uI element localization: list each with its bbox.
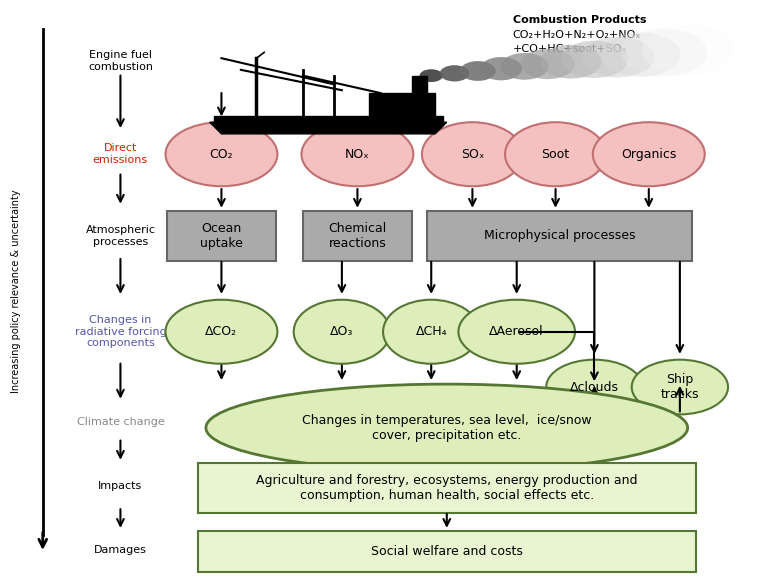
Ellipse shape (460, 61, 496, 81)
Ellipse shape (440, 65, 469, 81)
Ellipse shape (383, 300, 479, 364)
Ellipse shape (294, 300, 390, 364)
Text: ΔCH₄: ΔCH₄ (416, 325, 447, 338)
Text: +CO+HC+soot+SOₓ: +CO+HC+soot+SOₓ (513, 44, 628, 55)
Text: Chemical
reactions: Chemical reactions (329, 222, 386, 250)
Ellipse shape (420, 69, 443, 82)
Polygon shape (214, 116, 443, 122)
Text: Direct
emissions: Direct emissions (93, 143, 148, 165)
Text: Damages: Damages (94, 545, 147, 555)
Ellipse shape (541, 45, 601, 79)
Ellipse shape (546, 360, 643, 414)
Ellipse shape (642, 24, 733, 76)
Text: Changes in
radiative forcing
components: Changes in radiative forcing components (75, 315, 166, 349)
Text: Impacts: Impacts (99, 481, 142, 491)
Text: Agriculture and forestry, ecosystems, energy production and
consumption, human h: Agriculture and forestry, ecosystems, en… (256, 474, 637, 502)
Polygon shape (412, 76, 427, 93)
Text: ΔO₃: ΔO₃ (330, 325, 354, 338)
Ellipse shape (561, 41, 628, 78)
Ellipse shape (521, 49, 575, 79)
Ellipse shape (301, 122, 413, 186)
Ellipse shape (622, 29, 707, 76)
Ellipse shape (632, 360, 728, 414)
Ellipse shape (166, 122, 277, 186)
Text: Atmospheric
processes: Atmospheric processes (85, 225, 155, 247)
Text: Changes in temperatures, sea level,  ice/snow
cover, precipitation etc.: Changes in temperatures, sea level, ice/… (302, 414, 591, 442)
FancyBboxPatch shape (303, 211, 412, 261)
Text: Soot: Soot (542, 148, 570, 161)
Polygon shape (369, 93, 435, 116)
FancyBboxPatch shape (197, 463, 696, 513)
FancyBboxPatch shape (197, 531, 696, 573)
Text: Δclouds: Δclouds (570, 381, 619, 393)
Ellipse shape (505, 122, 606, 186)
Text: ΔAerosol: ΔAerosol (490, 325, 544, 338)
Text: Engine fuel
combustion: Engine fuel combustion (88, 50, 153, 72)
Text: Increasing policy relevance & uncertainty: Increasing policy relevance & uncertaint… (11, 189, 20, 393)
Text: Combustion Products: Combustion Products (513, 15, 646, 26)
Text: Social welfare and costs: Social welfare and costs (371, 545, 523, 558)
Text: CO₂+H₂O+N₂+O₂+NOₓ: CO₂+H₂O+N₂+O₂+NOₓ (513, 30, 641, 40)
Text: Organics: Organics (621, 148, 677, 161)
Ellipse shape (206, 384, 688, 471)
Text: CO₂: CO₂ (210, 148, 233, 161)
Ellipse shape (581, 37, 654, 77)
Text: Ocean
uptake: Ocean uptake (200, 222, 243, 250)
Text: ΔCO₂: ΔCO₂ (205, 325, 238, 338)
Ellipse shape (458, 300, 575, 364)
Polygon shape (210, 122, 447, 134)
Ellipse shape (166, 300, 277, 364)
Ellipse shape (601, 33, 681, 77)
Text: Microphysical processes: Microphysical processes (484, 229, 635, 242)
Text: NOₓ: NOₓ (345, 148, 370, 161)
Text: Climate change: Climate change (77, 417, 164, 427)
Ellipse shape (593, 122, 705, 186)
FancyBboxPatch shape (166, 211, 277, 261)
Ellipse shape (422, 122, 523, 186)
Text: Ship
tracks: Ship tracks (660, 373, 699, 401)
Ellipse shape (500, 53, 549, 80)
FancyBboxPatch shape (427, 211, 692, 261)
Text: SOₓ: SOₓ (461, 148, 484, 161)
Ellipse shape (480, 57, 522, 80)
